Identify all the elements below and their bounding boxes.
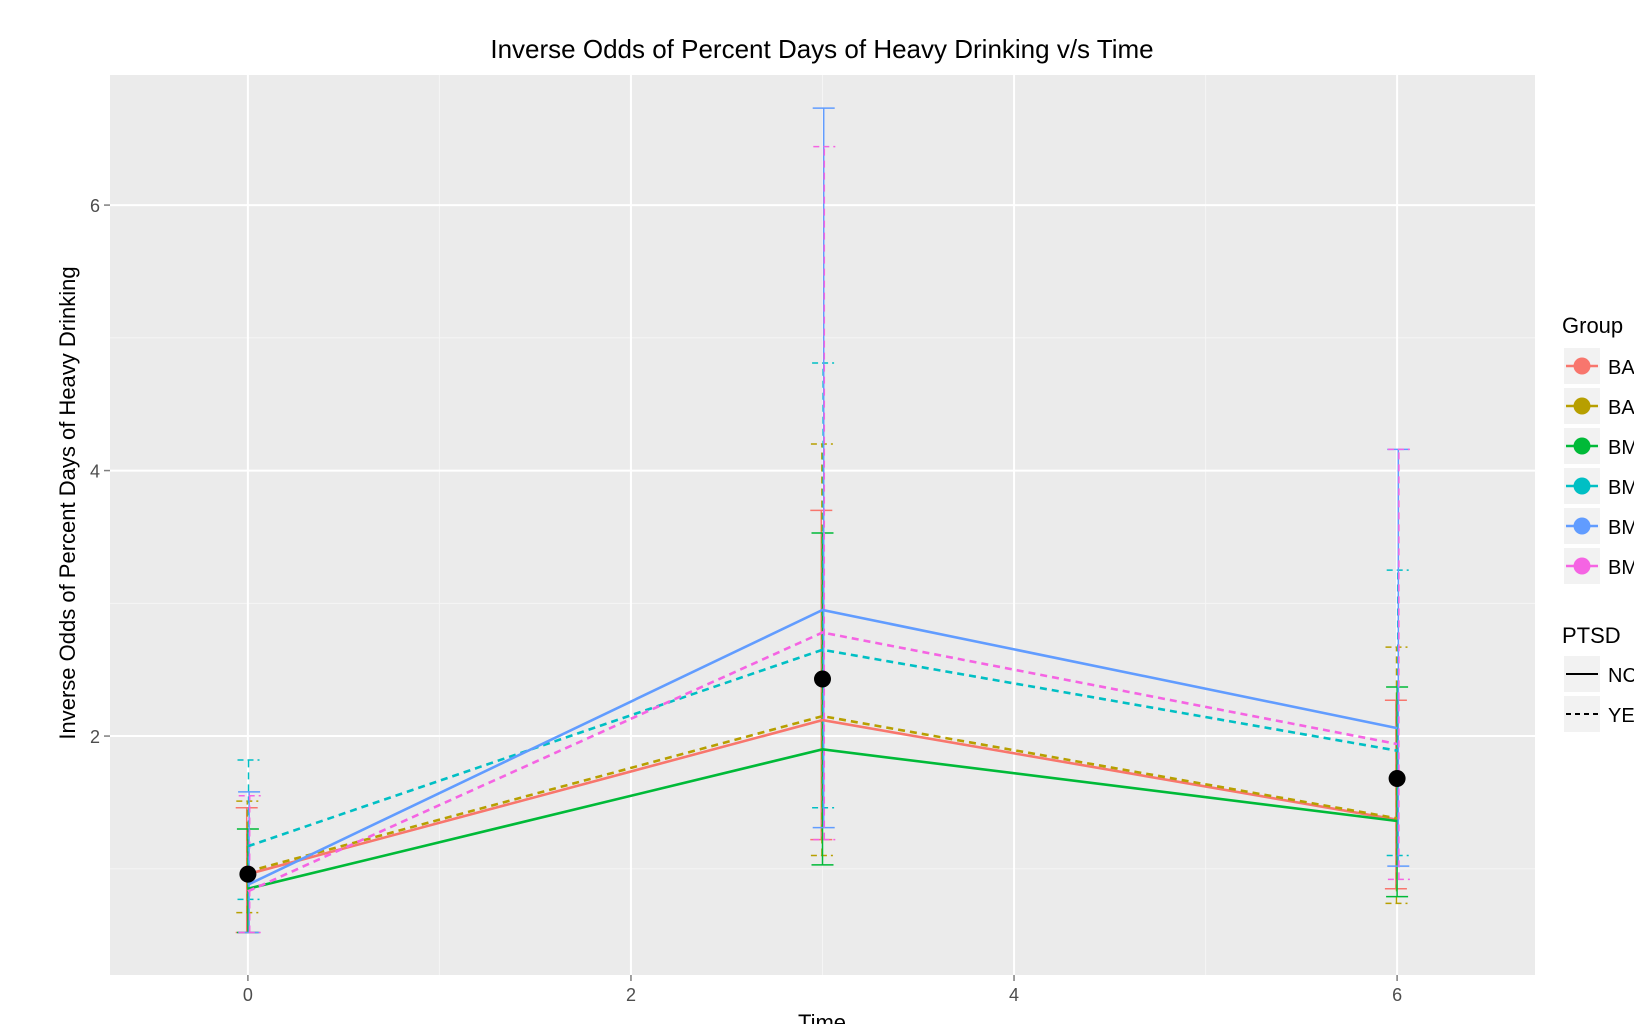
legend-group-label: BM xyxy=(1608,557,1634,579)
series-line xyxy=(247,631,1398,893)
x-axis-label: Time xyxy=(798,1010,846,1024)
mean-point xyxy=(1388,770,1406,788)
plot-area: 2 4 6 0 2 4 6 xyxy=(90,75,1535,1005)
series-line xyxy=(247,714,1398,873)
series-line xyxy=(247,718,1398,876)
legend-group-label: BM xyxy=(1608,437,1634,459)
mean-point xyxy=(814,670,831,688)
legend-key-point xyxy=(1573,557,1591,575)
mean-point xyxy=(239,865,257,883)
legend-key-point xyxy=(1573,477,1591,495)
legend-ptsd-label: YE xyxy=(1608,705,1634,727)
legend-key-point xyxy=(1573,357,1591,375)
legend-group-label: BA xyxy=(1608,357,1634,379)
y-tick-label: 6 xyxy=(90,196,100,216)
x-tick-label: 2 xyxy=(626,985,636,1005)
series-line xyxy=(247,648,1398,848)
legend-group-title: Group xyxy=(1562,313,1623,338)
legend-group-label: BM xyxy=(1608,477,1634,499)
x-tick-label: 0 xyxy=(243,985,253,1005)
legend-key-point xyxy=(1573,437,1591,455)
legend-ptsd-title: PTSD xyxy=(1562,623,1621,648)
x-tick-label: 4 xyxy=(1009,985,1019,1005)
series-line xyxy=(247,608,1398,886)
series-line xyxy=(247,748,1398,890)
y-axis-label: Inverse Odds of Percent Days of Heavy Dr… xyxy=(55,266,80,739)
x-tick-label: 6 xyxy=(1392,985,1402,1005)
legend-key-point xyxy=(1573,397,1591,415)
legend-key-point xyxy=(1573,517,1591,535)
y-tick-label: 2 xyxy=(90,727,100,747)
legend: Group BA BA BM BM BM BM PTSD NC YE xyxy=(1562,313,1634,732)
legend-ptsd-label: NC xyxy=(1608,665,1634,687)
legend-group-label: BM xyxy=(1608,517,1634,539)
legend-group-label: BA xyxy=(1608,397,1634,419)
chart-title: Inverse Odds of Percent Days of Heavy Dr… xyxy=(490,34,1153,64)
y-tick-label: 4 xyxy=(90,462,100,482)
